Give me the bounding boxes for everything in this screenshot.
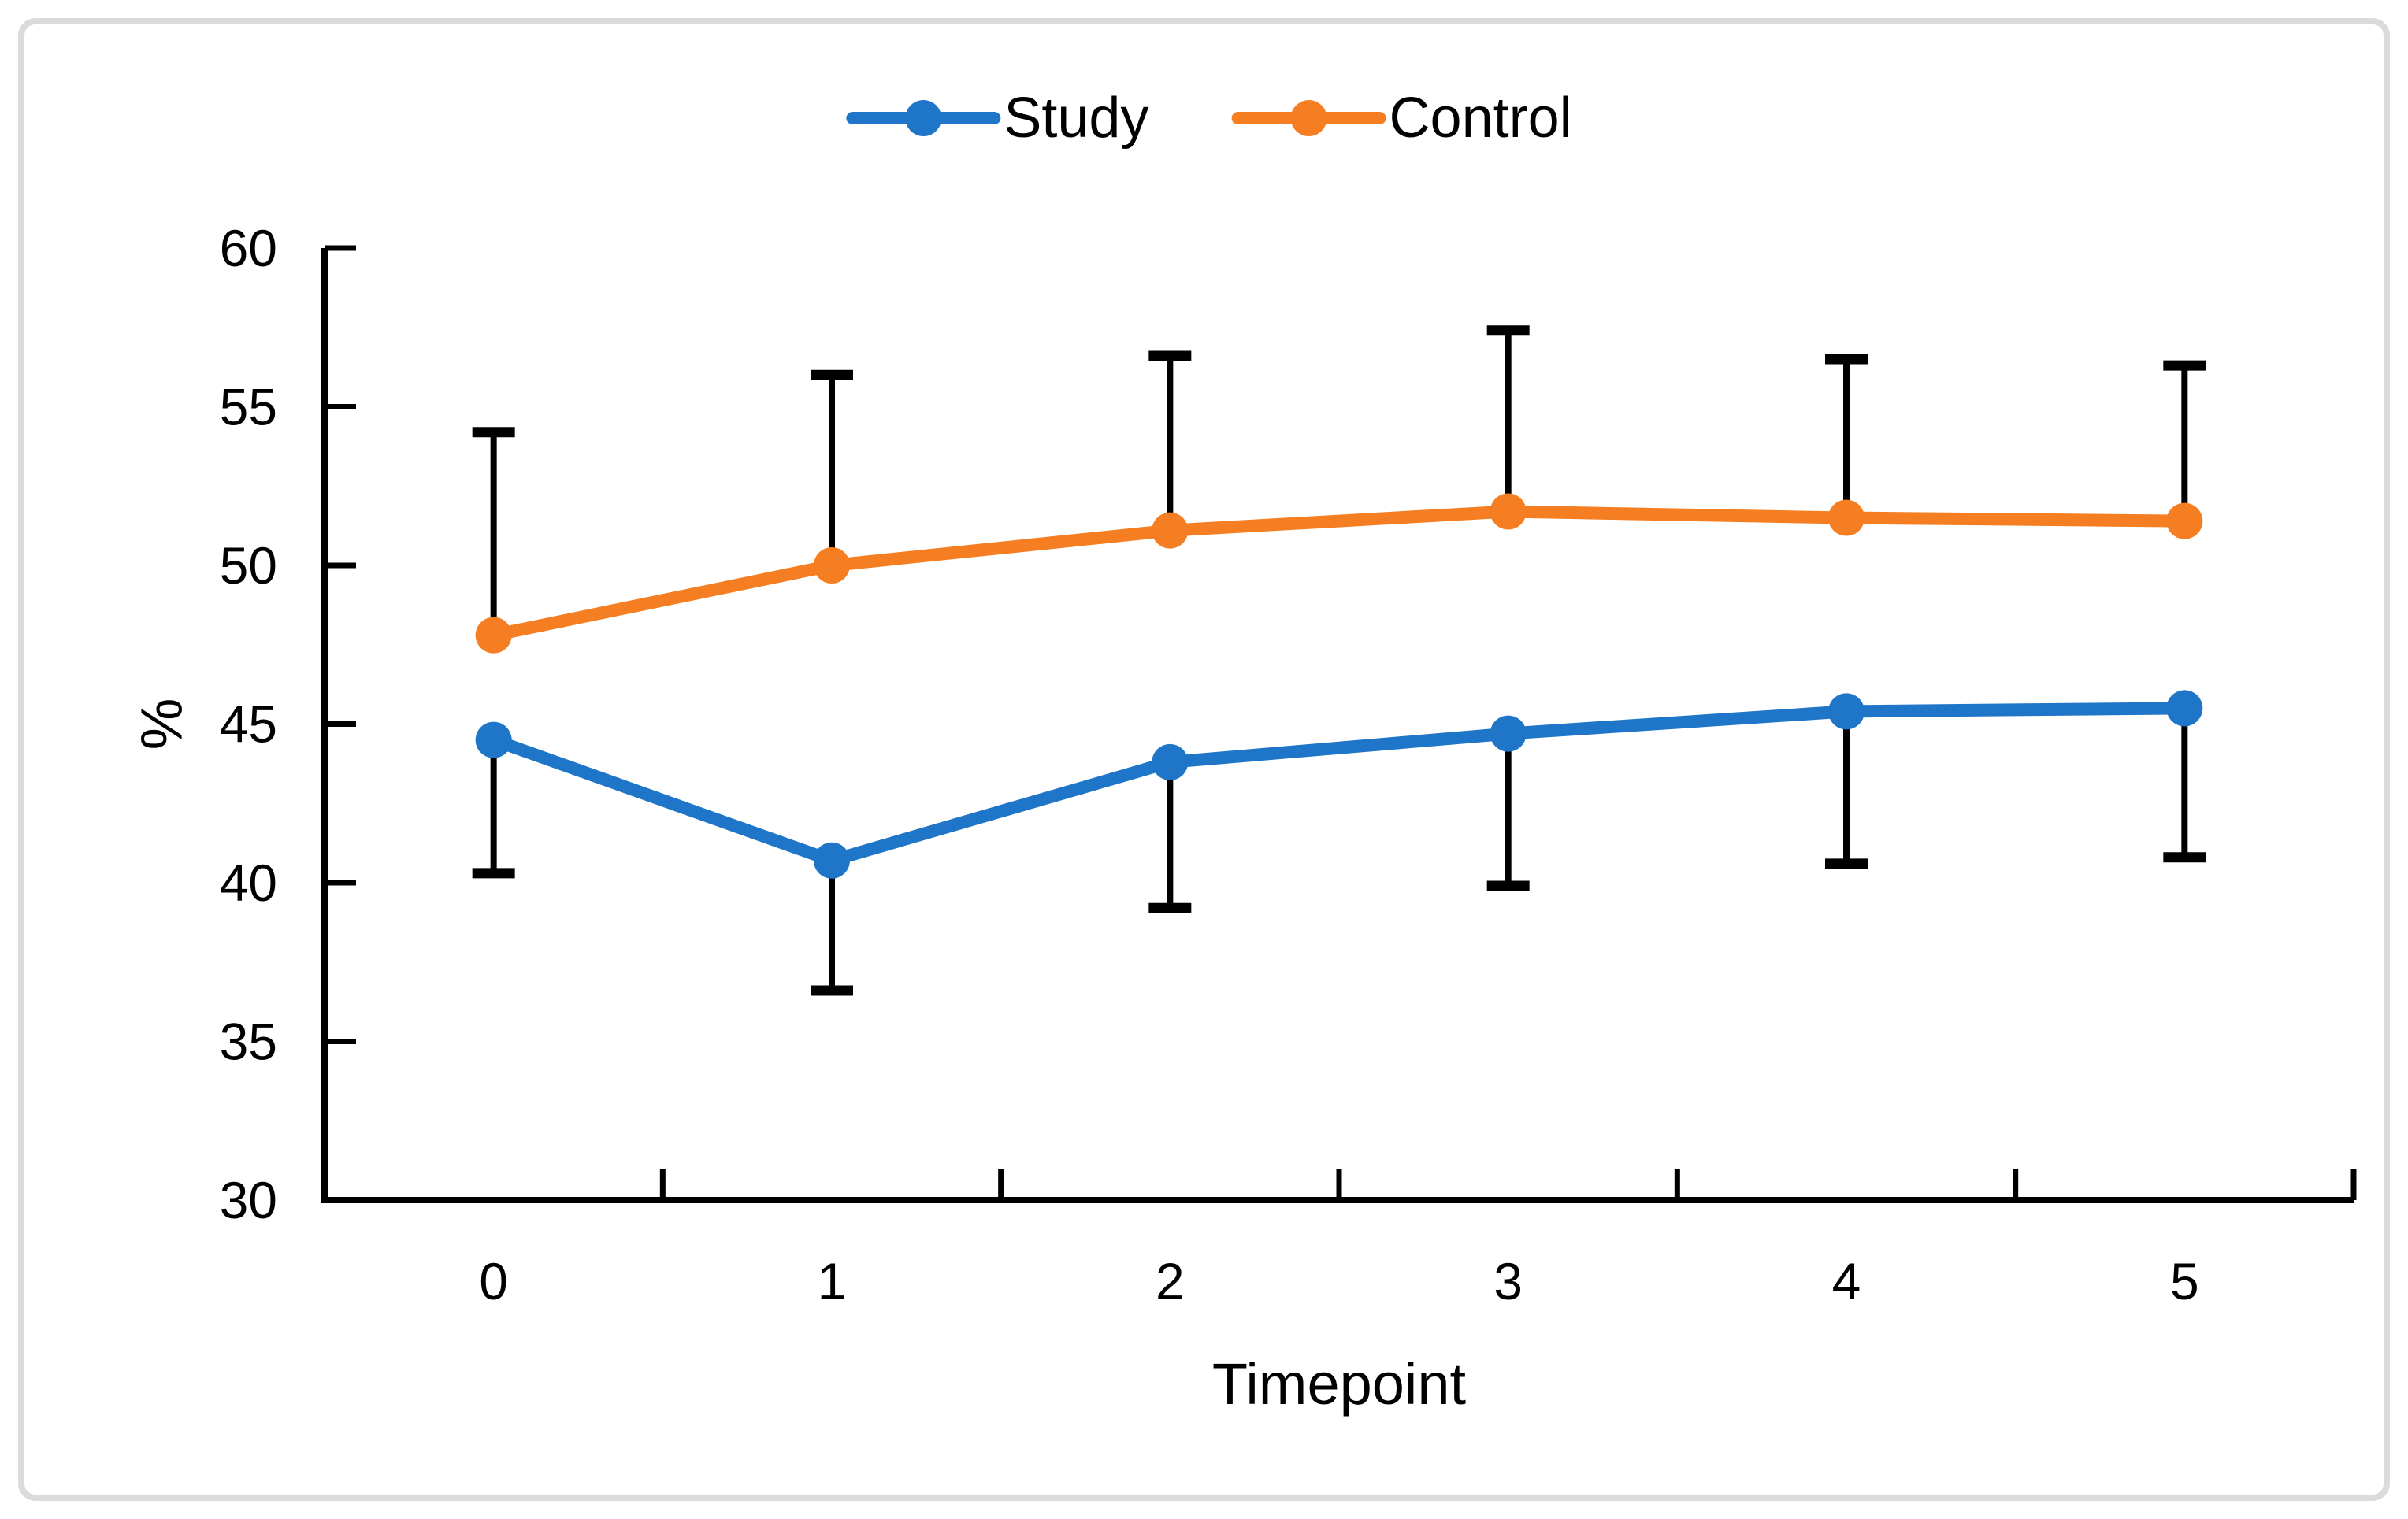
series-marker-study-t1 <box>814 842 850 879</box>
legend-label-study: Study <box>1004 87 1148 150</box>
series-marker-control-t4 <box>1828 499 1864 536</box>
figure-border <box>18 18 2390 1501</box>
x-tick-label-5: 5 <box>2170 1252 2199 1310</box>
y-tick-label-35: 35 <box>220 1013 277 1071</box>
series-marker-study-t3 <box>1490 715 1527 752</box>
series-marker-study-t2 <box>1152 743 1189 780</box>
y-tick-label-60: 60 <box>220 219 277 277</box>
x-tick-label-4: 4 <box>1832 1252 1861 1310</box>
y-tick-label-45: 45 <box>220 695 277 754</box>
y-tick-label-40: 40 <box>220 854 277 912</box>
series-marker-control-t2 <box>1152 512 1189 549</box>
y-tick-label-50: 50 <box>220 536 277 595</box>
series-marker-control-t3 <box>1490 493 1527 530</box>
y-tick-label-30: 30 <box>220 1171 277 1229</box>
series-marker-control-t5 <box>2166 502 2203 539</box>
x-tick-label-3: 3 <box>1493 1252 1523 1310</box>
series-marker-study-t4 <box>1828 693 1864 730</box>
legend-marker-control-icon <box>1290 100 1327 136</box>
x-axis-title: Timepoint <box>1212 1351 1467 1417</box>
series-marker-study-t5 <box>2166 690 2203 727</box>
series-marker-control-t0 <box>475 617 512 654</box>
x-tick-label-0: 0 <box>479 1252 508 1310</box>
series-marker-control-t1 <box>814 547 850 584</box>
x-tick-label-1: 1 <box>818 1252 847 1310</box>
series-line-study <box>487 702 2191 867</box>
x-tick-label-2: 2 <box>1156 1252 1185 1310</box>
legend-marker-study-icon <box>905 100 942 136</box>
series-marker-study-t0 <box>475 721 512 758</box>
y-tick-label-55: 55 <box>220 378 277 436</box>
y-axis-title: % <box>129 698 195 750</box>
legend-label-control: Control <box>1390 87 1572 150</box>
series-line-control <box>487 505 2191 642</box>
